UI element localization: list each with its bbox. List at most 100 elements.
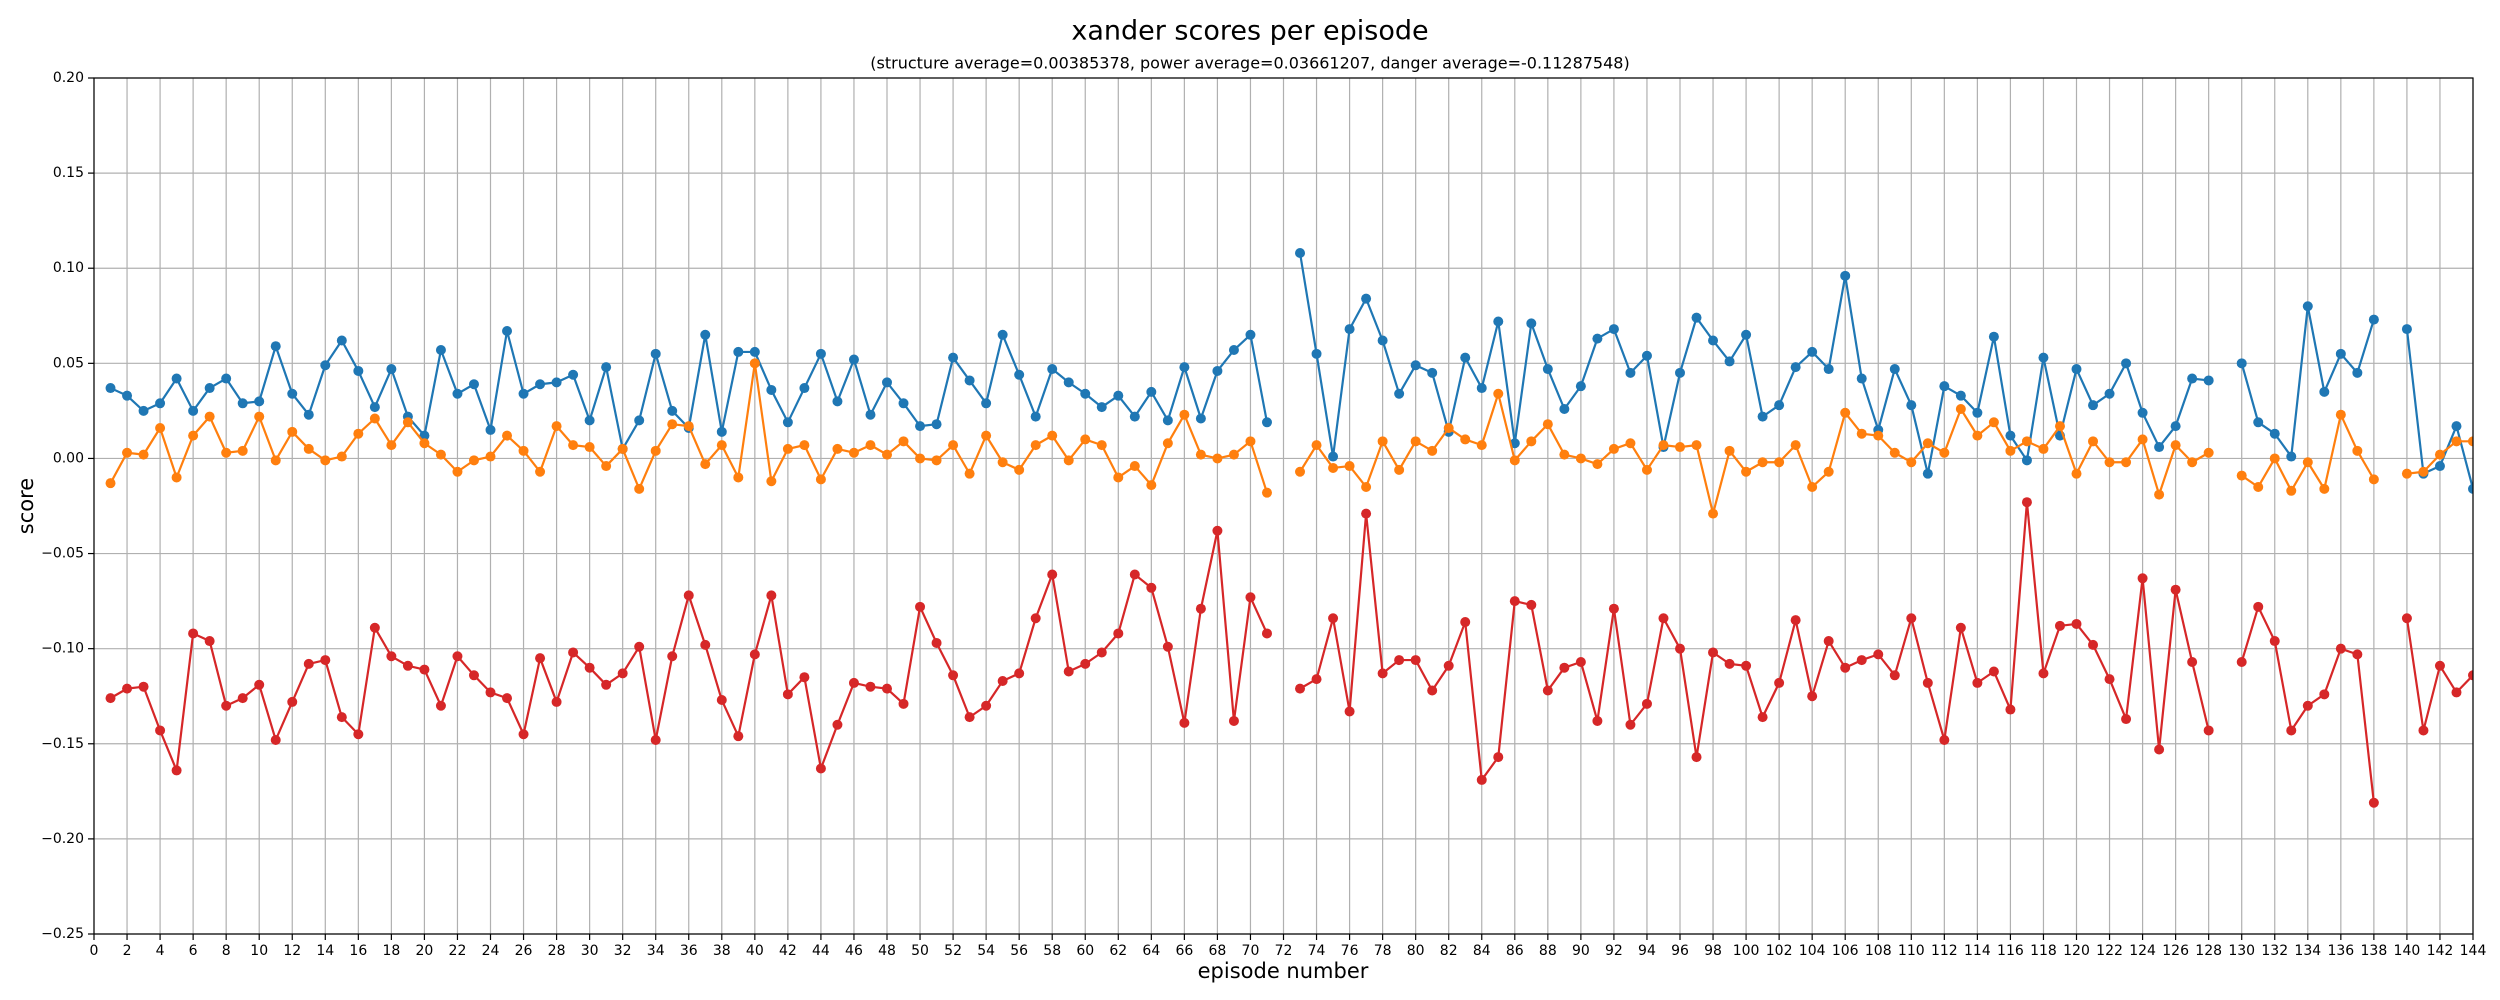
x-tick-label: 64 <box>1142 943 1160 959</box>
data-point <box>948 670 959 681</box>
data-point <box>634 641 645 652</box>
data-point <box>700 639 711 650</box>
data-point <box>369 402 380 413</box>
x-tick-label: 104 <box>1799 943 1826 959</box>
data-point <box>270 341 281 352</box>
data-point <box>502 693 513 704</box>
data-point <box>1972 407 1983 418</box>
data-point <box>601 362 612 373</box>
data-point <box>1344 324 1355 335</box>
data-point <box>1361 293 1372 304</box>
data-point <box>1443 660 1454 671</box>
data-point <box>1014 668 1025 679</box>
x-tick-label: 134 <box>2294 943 2321 959</box>
data-point <box>1394 464 1405 475</box>
data-point <box>2434 449 2445 460</box>
data-point <box>2137 573 2148 584</box>
data-point <box>749 358 760 369</box>
data-point <box>2088 639 2099 650</box>
y-tick-label: 0.00 <box>53 450 84 466</box>
data-point <box>1575 453 1586 464</box>
data-point <box>1129 569 1140 580</box>
data-point <box>782 417 793 428</box>
x-tick-label: 14 <box>316 943 334 959</box>
x-tick-label: 44 <box>812 943 830 959</box>
data-point <box>2170 440 2181 451</box>
x-tick-label: 132 <box>2261 943 2288 959</box>
data-point <box>1162 438 1173 449</box>
data-point <box>1724 658 1735 669</box>
data-point <box>2319 689 2330 700</box>
y-tick-label: 0.15 <box>53 165 84 181</box>
data-point <box>1790 615 1801 626</box>
data-point <box>1476 440 1487 451</box>
data-point <box>155 725 166 736</box>
data-point <box>2286 485 2297 496</box>
data-point <box>915 601 926 612</box>
data-point <box>1394 655 1405 666</box>
data-point <box>2121 358 2132 369</box>
data-point <box>1030 411 1041 422</box>
data-point <box>2319 386 2330 397</box>
data-point <box>1427 685 1438 696</box>
data-point <box>1344 706 1355 717</box>
data-point <box>815 348 826 359</box>
data-point <box>865 440 876 451</box>
data-point <box>419 430 430 441</box>
data-point <box>568 440 579 451</box>
data-point <box>419 438 430 449</box>
x-tick-label: 38 <box>713 943 731 959</box>
data-point <box>1096 402 1107 413</box>
x-tick-label: 76 <box>1341 943 1359 959</box>
data-point <box>1410 360 1421 371</box>
data-point <box>2302 457 2313 468</box>
data-point <box>2005 430 2016 441</box>
data-point <box>386 440 397 451</box>
data-point <box>2352 649 2363 660</box>
data-point <box>1840 407 1851 418</box>
data-point <box>1873 430 1884 441</box>
data-point <box>2187 373 2198 384</box>
x-tick-label: 86 <box>1506 943 1524 959</box>
data-point <box>1675 643 1685 654</box>
x-tick-label: 26 <box>515 943 533 959</box>
data-point <box>2401 324 2412 335</box>
data-point <box>485 424 496 435</box>
data-point <box>221 447 232 458</box>
chart-subtitle: (structure average=0.00385378, power ave… <box>870 54 1629 73</box>
data-point <box>2088 436 2099 447</box>
data-point <box>122 390 133 401</box>
data-point <box>435 700 446 711</box>
y-tick-label: −0.05 <box>41 546 84 562</box>
data-point <box>105 478 116 489</box>
x-tick-label: 136 <box>2327 943 2354 959</box>
data-point <box>1807 691 1818 702</box>
data-point <box>270 455 281 466</box>
data-point <box>353 729 364 740</box>
data-point <box>237 693 248 704</box>
x-tick-label: 90 <box>1572 943 1590 959</box>
data-point <box>2038 443 2049 454</box>
x-tick-label: 52 <box>944 943 962 959</box>
data-point <box>138 681 149 692</box>
data-point <box>733 472 744 483</box>
data-point <box>1922 468 1933 479</box>
data-point <box>452 466 463 477</box>
data-point <box>1575 656 1586 667</box>
data-point <box>1030 613 1041 624</box>
data-point <box>799 440 810 451</box>
data-point <box>799 383 810 394</box>
data-point <box>1790 362 1801 373</box>
data-point <box>535 653 546 664</box>
data-point <box>2170 421 2181 432</box>
x-tick-label: 110 <box>1898 943 1925 959</box>
data-point <box>568 369 579 380</box>
data-point <box>2302 301 2313 312</box>
data-point <box>915 453 926 464</box>
data-point <box>1311 674 1322 685</box>
x-tick-label: 34 <box>647 943 665 959</box>
data-point <box>1113 472 1124 483</box>
data-point <box>287 426 298 437</box>
data-point <box>1063 377 1074 388</box>
data-point <box>1493 388 1504 399</box>
